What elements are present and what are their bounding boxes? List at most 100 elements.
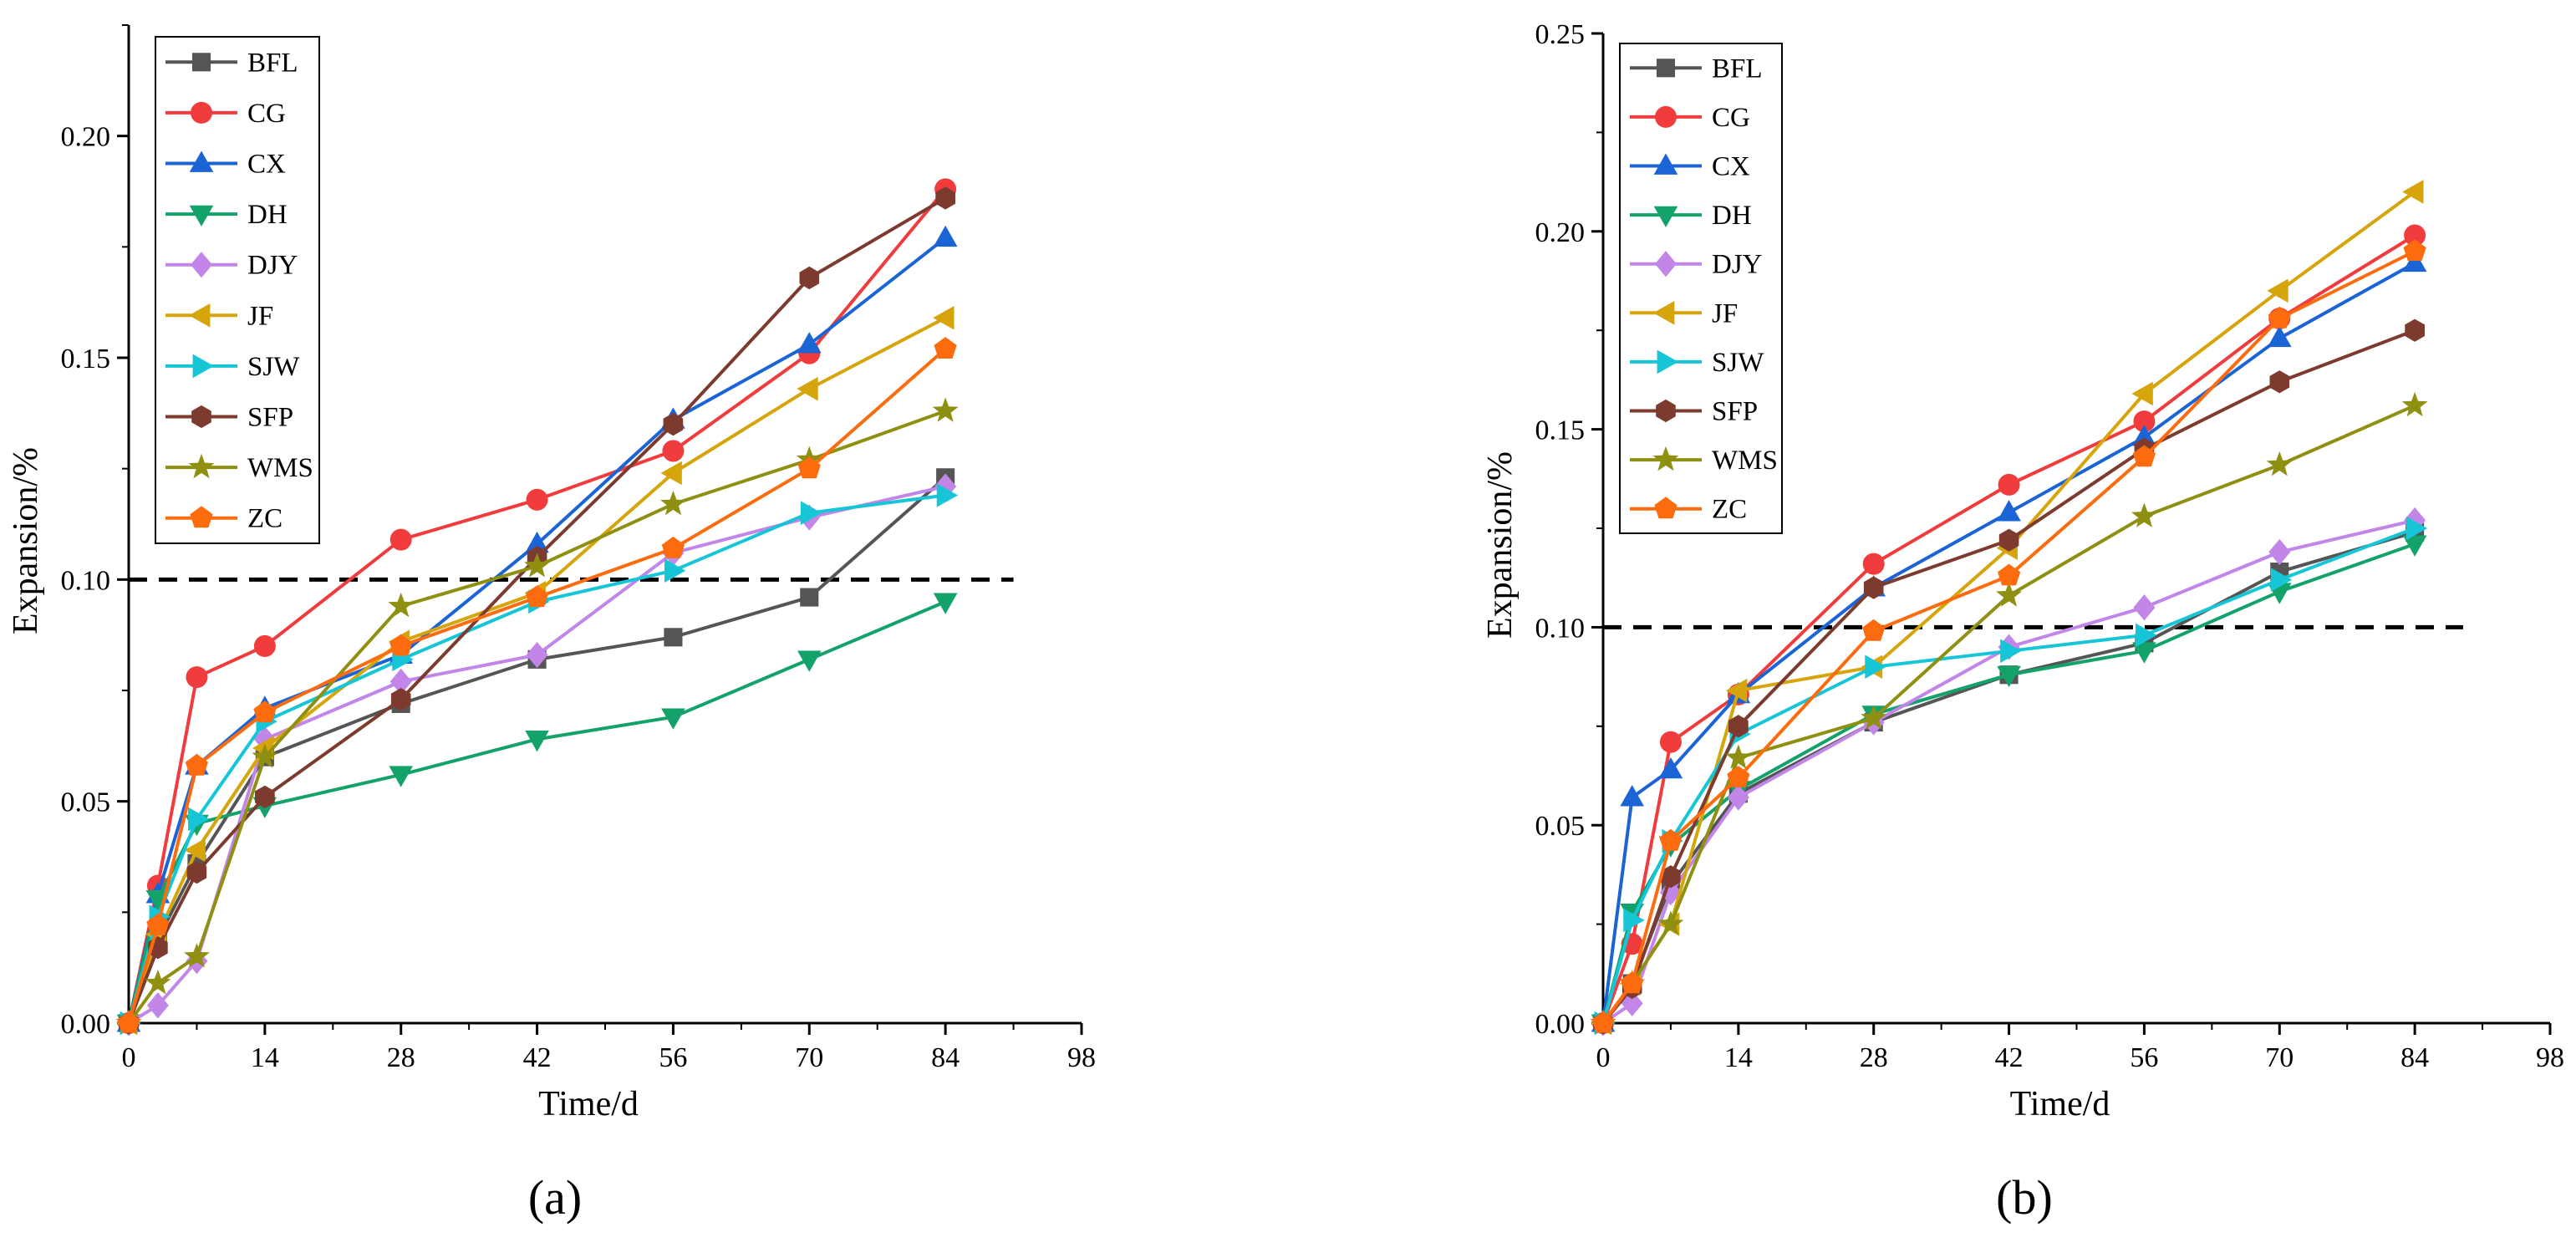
data-point-sfp xyxy=(2269,370,2290,394)
chart-panel-b: 0 14 28 42 56 70 84 98 0.00 0.05 0.10 0.15 0.20 0.25 T… xyxy=(1481,19,2564,1225)
legend-marker-zc xyxy=(190,506,213,528)
x-tick-label: 56 xyxy=(659,1042,687,1073)
data-point-djy xyxy=(146,992,169,1019)
data-point-dh xyxy=(525,730,549,752)
data-point-sjw xyxy=(2405,516,2428,541)
data-point-sfp xyxy=(2405,318,2425,342)
data-point-cx xyxy=(1620,785,1644,807)
data-point-dh xyxy=(933,593,958,614)
data-point-zc xyxy=(389,634,413,656)
x-tick-label: 84 xyxy=(2400,1042,2429,1073)
legend-marker-jf xyxy=(189,303,211,328)
data-point-sjw xyxy=(2000,639,2022,664)
data-point-jf xyxy=(2402,180,2424,204)
series-zc xyxy=(1591,239,2426,1033)
y-tick-label: 0.05 xyxy=(61,787,111,818)
data-point-sjw xyxy=(2270,568,2293,592)
x-tick-label: 70 xyxy=(2265,1042,2293,1073)
data-point-sjw xyxy=(664,558,686,583)
y-tick-label: 0.10 xyxy=(61,565,111,596)
x-tick-label: 28 xyxy=(1860,1042,1888,1073)
data-point-sfp xyxy=(799,266,820,290)
data-point-zc xyxy=(117,1011,140,1033)
data-point-djy xyxy=(526,641,548,669)
x-tick-label: 56 xyxy=(2130,1042,2158,1073)
data-point-wms xyxy=(1725,744,1752,769)
data-point-dh xyxy=(1997,665,2021,688)
y-tick-label: 0.15 xyxy=(61,344,111,374)
x-tick-label: 14 xyxy=(251,1042,279,1073)
data-point-jf xyxy=(660,461,682,486)
y-tick-label: 0.20 xyxy=(61,122,111,153)
data-point-sjw xyxy=(188,807,210,832)
legend-marker-cx xyxy=(1653,153,1678,175)
data-point-zc xyxy=(526,585,549,608)
legend-label-jf: JF xyxy=(247,301,273,331)
x-tick-label: 0 xyxy=(1596,1042,1611,1073)
data-point-cg xyxy=(389,528,412,551)
legend-label-zc: ZC xyxy=(247,504,283,534)
data-point-cx xyxy=(933,225,958,247)
x-tick-label: 42 xyxy=(523,1042,552,1073)
x-tick-label: 0 xyxy=(122,1042,136,1073)
legend-label-djy: DJY xyxy=(247,251,298,281)
chart-panel-a: 0 14 28 42 56 70 84 98 0.00 0.05 0.10 0.15 0.20 Time/… xyxy=(7,24,1096,1225)
data-point-zc xyxy=(2403,239,2426,261)
data-point-zc xyxy=(1998,563,2021,586)
data-point-cx xyxy=(525,531,549,553)
legend-label-sfp: SFP xyxy=(1712,397,1758,427)
legend-marker-sfp xyxy=(191,405,211,429)
data-point-wms xyxy=(660,490,686,516)
data-point-cx xyxy=(797,332,822,354)
data-point-jf xyxy=(2131,381,2153,406)
data-point-cx xyxy=(1658,756,1683,779)
data-point-bfl xyxy=(800,588,819,607)
data-point-zc xyxy=(934,337,957,359)
legend-label-djy: DJY xyxy=(1712,250,1763,280)
legend-label-sfp: SFP xyxy=(247,403,293,433)
legend-label-dh: DH xyxy=(1712,201,1752,231)
series-line-sjw xyxy=(1601,527,2416,1024)
data-point-bfl xyxy=(664,628,683,647)
legend-marker-bfl xyxy=(191,53,211,72)
legend-label-jf: JF xyxy=(1712,298,1738,329)
legend-marker-wms xyxy=(1652,446,1679,471)
legend-label-cx: CX xyxy=(1712,152,1750,182)
data-point-wms xyxy=(1657,910,1684,935)
data-point-dh xyxy=(2132,642,2156,664)
legend-label-cg: CG xyxy=(1712,103,1750,133)
data-point-sjw xyxy=(1623,908,1645,933)
data-point-zc xyxy=(2132,445,2156,467)
data-point-sjw xyxy=(800,501,822,526)
legend-marker-djy xyxy=(191,252,212,278)
legend-marker-dh xyxy=(189,205,214,227)
data-point-zc xyxy=(1659,828,1683,851)
x-tick-label: 70 xyxy=(795,1042,823,1073)
data-point-wms xyxy=(524,553,550,578)
data-point-zc xyxy=(661,536,685,558)
data-point-cg xyxy=(1862,553,1885,575)
data-point-wms xyxy=(2401,391,2428,417)
data-point-wms xyxy=(932,397,959,422)
legend-label-sjw: SJW xyxy=(247,352,300,382)
data-point-zc xyxy=(2268,306,2291,329)
data-point-zc xyxy=(1621,971,1644,994)
y-tick-label: 0.05 xyxy=(1535,811,1586,842)
legend-label-cg: CG xyxy=(247,99,286,129)
y-axis-title: Expansion/% xyxy=(1481,451,1520,639)
y-tick-label: 0.00 xyxy=(1535,1009,1586,1040)
data-point-wms xyxy=(1861,705,1887,730)
legend-label-bfl: BFL xyxy=(1712,53,1763,84)
data-point-sfp xyxy=(1728,715,1749,738)
legend-label-wms: WMS xyxy=(247,453,313,483)
x-tick-label: 42 xyxy=(1995,1042,2024,1073)
data-point-dh xyxy=(2402,535,2427,557)
data-point-wms xyxy=(2266,451,2293,476)
data-point-cx xyxy=(2267,325,2292,348)
legend-label-sjw: SJW xyxy=(1712,348,1764,378)
legend-marker-cg xyxy=(191,101,212,124)
legend-label-dh: DH xyxy=(247,200,288,230)
series-dh xyxy=(1591,535,2427,1036)
data-point-sfp xyxy=(1863,576,1884,599)
data-point-zc xyxy=(1727,766,1750,787)
